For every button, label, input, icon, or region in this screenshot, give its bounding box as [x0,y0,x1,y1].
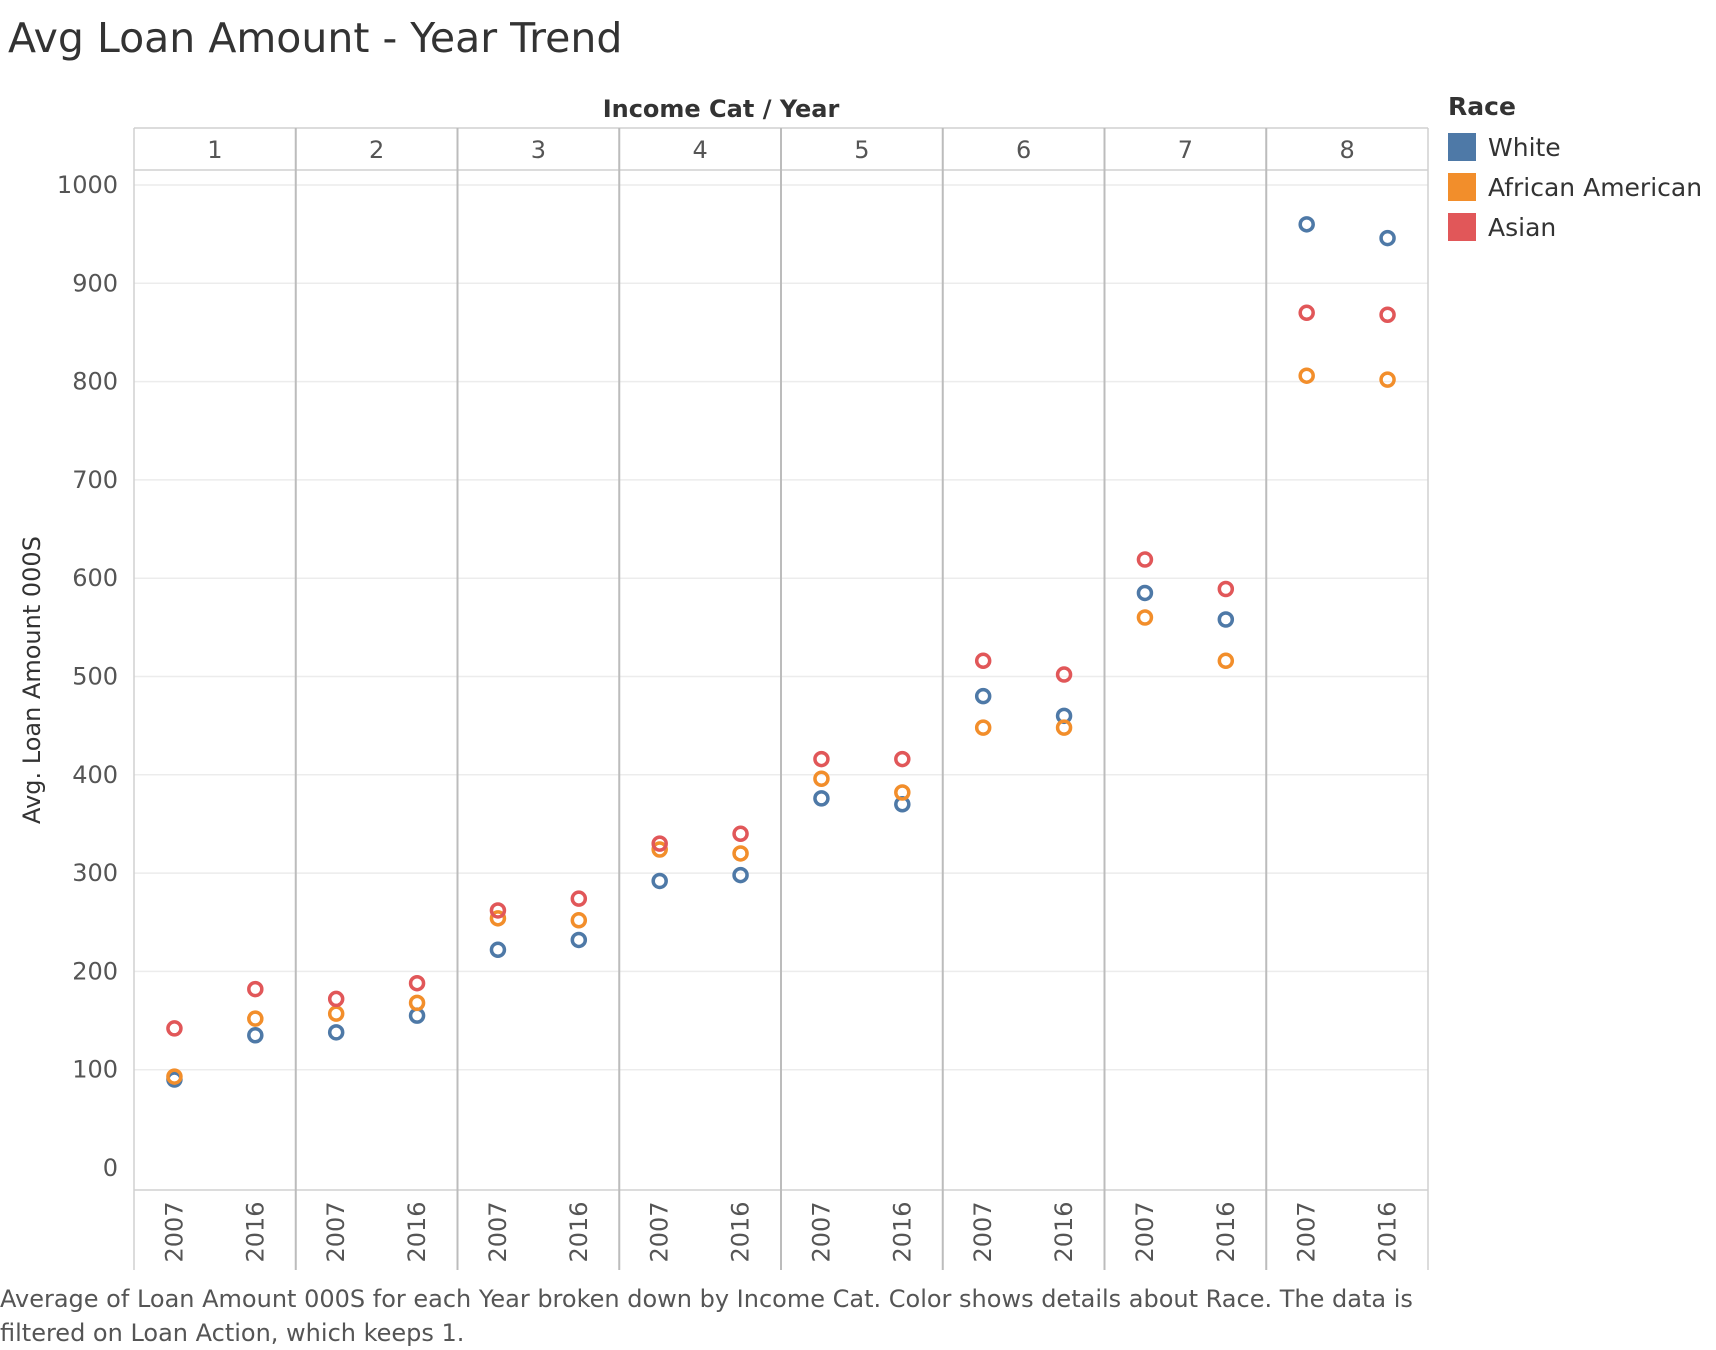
legend-swatch-asian [1448,213,1476,241]
year-tick-label: 2016 [1050,1201,1078,1262]
y-tick-label: 800 [72,368,118,396]
data-point-asian [166,1020,183,1037]
year-tick-label: 2016 [727,1201,755,1262]
y-tick-label: 400 [72,761,118,789]
panel-label: 1 [207,136,222,164]
data-point-asian [813,750,830,768]
data-point-african-american [651,841,668,858]
data-point-asian [974,652,992,670]
legend-swatch-african-american [1448,173,1476,201]
data-point-asian [1298,304,1315,322]
data-point-asian [1379,306,1396,324]
legend-swatch-white [1448,133,1476,161]
y-tick-label: 100 [72,1056,118,1084]
chart-caption: Average of Loan Amount 000S for each Yea… [0,1285,1413,1347]
data-point-asian [570,890,588,907]
data-point-african-american [813,770,830,787]
legend-item-african-american[interactable]: African American [1448,167,1702,207]
data-point-asian [408,974,426,992]
data-point-white [651,872,668,890]
data-point-african-american [1217,652,1235,670]
year-tick-label: 2007 [322,1201,350,1262]
data-point-white [1298,216,1315,233]
legend-item-asian[interactable]: Asian [1448,207,1702,247]
data-point-asian [1136,551,1154,568]
y-tick-label: 1000 [57,171,118,199]
data-point-african-american [894,784,911,801]
y-tick-label: 500 [72,663,118,691]
data-point-asian [247,980,264,998]
data-point-white [247,1027,264,1044]
panel-label: 2 [369,136,384,164]
data-point-white [732,866,749,884]
data-point-white [974,687,992,705]
legend: Race White African American Asian [1448,92,1702,247]
year-tick-label: 2016 [1212,1201,1240,1262]
data-point-african-american [327,1005,345,1022]
year-tick-label: 2016 [565,1201,593,1262]
data-point-african-american [974,719,992,736]
data-point-white [489,941,507,959]
data-point-white [1379,229,1396,247]
data-point-african-american [1379,371,1396,388]
data-point-asian [894,750,911,768]
panel-label: 4 [692,136,707,164]
y-axis-title: Avg. Loan Amount 000S [18,536,46,824]
panel-label: 7 [1178,136,1193,164]
data-point-african-american [1055,719,1073,736]
x-axis-title: Income Cat / Year [603,95,840,123]
year-tick-label: 2016 [241,1201,269,1262]
year-tick-label: 2007 [807,1201,835,1262]
panel-label: 8 [1339,136,1354,164]
data-point-african-american [570,912,588,929]
data-point-african-american [489,910,507,927]
data-point-african-american [247,1010,264,1027]
data-point-white [570,931,588,949]
data-point-african-american [732,845,749,862]
y-tick-label: 300 [72,859,118,887]
data-point-asian [732,825,749,843]
year-tick-label: 2016 [403,1201,431,1262]
data-point-african-american [408,994,426,1012]
data-point-white [813,790,830,807]
legend-title: Race [1448,92,1516,121]
chart-title: Avg Loan Amount - Year Trend [8,14,623,62]
year-tick-label: 2007 [160,1201,188,1262]
year-tick-label: 2016 [1374,1201,1402,1262]
y-tick-label: 700 [72,466,118,494]
y-tick-label: 0 [103,1154,118,1182]
data-point-african-american [1136,609,1154,626]
legend-label-african-american: African American [1488,172,1703,202]
data-point-white [1217,611,1235,628]
legend-label-asian: Asian [1488,212,1557,242]
year-tick-label: 2007 [484,1201,512,1262]
data-point-white [327,1024,345,1041]
data-point-asian [489,902,507,919]
y-tick-label: 900 [72,269,118,297]
legend-item-white[interactable]: White [1448,127,1702,167]
y-tick-label: 200 [72,957,118,985]
year-tick-label: 2007 [646,1201,674,1262]
data-point-african-american [166,1068,183,1085]
year-tick-label: 2007 [969,1201,997,1262]
panel-label: 5 [854,136,869,164]
legend-label-white: White [1488,132,1561,162]
data-point-asian [1217,580,1235,598]
panel-label: 3 [531,136,546,164]
year-tick-label: 2007 [1131,1201,1159,1262]
data-point-asian [651,835,668,852]
data-point-asian [327,990,345,1008]
y-tick-label: 600 [72,564,118,592]
data-point-african-american [1298,367,1315,384]
year-tick-label: 2016 [888,1201,916,1262]
year-tick-label: 2007 [1293,1201,1321,1262]
panel-label: 6 [1016,136,1031,164]
data-point-asian [1055,666,1073,683]
data-point-white [1136,584,1154,602]
